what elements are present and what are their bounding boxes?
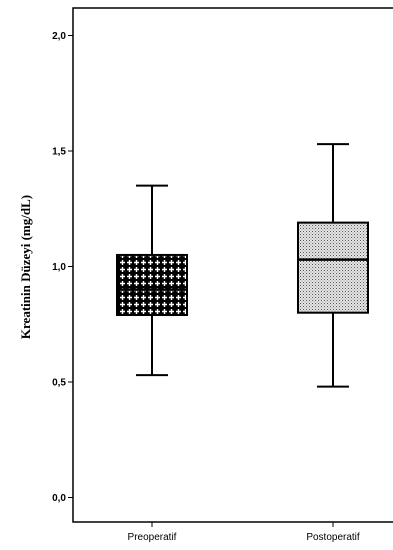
y-axis-title: Kreatinin Düzeyi (mg/dL) [18, 195, 33, 339]
box-1 [297, 221, 369, 314]
x-tick-label-1: Postoperatif [306, 532, 360, 543]
box-group [116, 143, 369, 388]
y-tick-label-0: 0,0 [52, 493, 66, 504]
plot-frame [72, 7, 393, 523]
x-axis: Preoperatif Postoperatif [128, 522, 360, 543]
y-tick-label-1: 0,5 [52, 378, 66, 389]
y-tick-label-4: 2,0 [52, 31, 66, 42]
y-tick-label-2: 1,0 [52, 262, 66, 273]
y-axis: 0,0 0,5 1,0 1,5 2,0 [52, 31, 73, 504]
x-tick-label-0: Preoperatif [128, 532, 177, 543]
box-0 [116, 253, 188, 317]
y-tick-label-3: 1,5 [52, 147, 66, 158]
